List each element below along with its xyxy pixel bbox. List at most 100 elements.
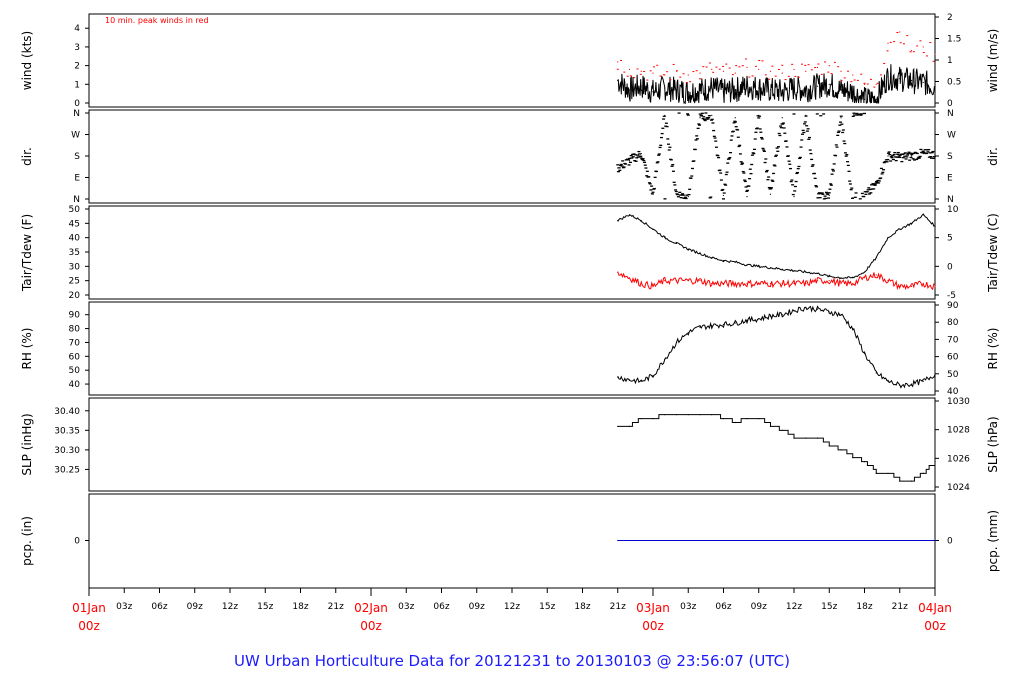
series-temp-1 [617,271,936,291]
data-point [934,53,936,55]
x-minor-label: 12z [504,602,520,612]
right-tick-label: 1.5 [947,35,961,45]
left-tick-label: E [74,174,80,184]
data-point [828,280,830,282]
right-tick-label: 1028 [947,426,970,436]
right-tick-label: 1 [947,56,953,66]
left-axis-label: SLP (inHg) [20,413,34,475]
data-point [699,280,701,282]
right-tick-label: 5 [947,234,953,244]
data-point [887,155,889,157]
data-point [840,117,842,119]
data-point [805,70,807,72]
data-point [652,72,654,74]
panel-temp: Tair/Tdew (F) Tair/Tdew (C)20253035404550… [20,205,1000,301]
data-point [910,383,913,385]
data-point [828,194,830,197]
data-point [687,196,689,198]
x-major-day-label: 01Jan [72,601,106,615]
x-major-day-label: 03Jan [636,601,670,615]
x-major-time-label: 00z [924,619,946,633]
data-point [734,72,736,74]
right-tick-label: 80 [947,318,959,328]
x-minor-label: 09z [469,602,485,612]
x-minor-label: 18z [856,602,872,612]
data-point [922,46,924,48]
right-axis-label: Tair/Tdew (C) [986,213,1000,293]
right-tick-label: 70 [947,335,959,345]
x-minor-label: 15z [821,602,837,612]
x-minor-label: 03z [398,602,414,612]
left-tick-label: 40 [69,380,81,390]
left-tick-label: 80 [69,325,81,335]
left-tick-label: 30 [69,262,81,272]
left-axis-label: pcp. (in) [20,516,34,566]
x-minor-label: 21z [892,602,908,612]
data-point [734,117,736,119]
left-tick-label: 90 [69,311,81,321]
data-point [687,74,689,76]
panel-pcp: pcp. (in) pcp. (mm) 0 0 [20,493,1000,589]
left-tick-label: 25 [69,277,80,287]
left-tick-label: 30.30 [54,446,80,456]
panel-wind: wind (kts) wind (m/s) 0 1 2 3 4 0 0.5 1 1.5 2 10 min… [20,13,1000,109]
right-tick-label: N [947,109,954,119]
series-slp-0 [617,414,936,482]
left-tick-label: 30.40 [54,407,80,417]
right-tick-label: 40 [947,387,959,397]
right-tick-label: N [947,195,954,205]
data-point [887,42,889,44]
data-point [722,194,725,197]
data-point [664,280,666,282]
x-minor-label: 12z [786,602,802,612]
right-tick-label: 1024 [947,483,970,493]
data-point [781,72,783,74]
data-point [863,83,866,85]
data-point [922,380,924,382]
left-tick-label: 40 [69,234,81,244]
data-point [910,50,913,52]
x-major-day-label: 04Jan [918,601,952,615]
data-point [746,66,748,69]
data-point [722,70,725,72]
series-line [617,64,936,105]
data-point [640,70,642,72]
data-point [910,155,913,157]
left-axis-label: Tair/Tdew (F) [20,214,34,292]
left-tick-label: 3 [74,43,80,53]
panel-rh: RH (%) RH (%) 40 50 60 70 80 90 40 50 60 70 80 90 [20,301,1000,397]
data-point [875,274,877,276]
left-tick-label: 20 [69,291,81,301]
series-temp-0 [617,213,936,280]
data-point [746,196,748,198]
right-tick-label: 2 [947,13,953,23]
right-tick-label: -5 [947,291,956,301]
right-axis-label: pcp. (mm) [986,510,1000,572]
x-minor-label: 21z [610,602,626,612]
data-point [781,117,783,119]
panel-frame [88,109,936,204]
right-tick-label: 90 [947,301,959,311]
data-point [828,83,830,85]
data-point [628,68,631,70]
data-point [769,193,772,195]
data-point [793,196,795,198]
right-tick-label: 0 [947,537,953,547]
series-rh-0 [617,305,936,389]
x-minor-label: 09z [187,602,203,612]
left-tick-label: 4 [74,24,80,34]
right-tick-label: 0 [947,262,953,272]
series-line [617,305,936,389]
x-minor-label: 21z [328,602,344,612]
right-tick-label: 10 [947,205,959,215]
left-tick-label: 35 [69,248,80,258]
peak-winds-note: 10 min. peak winds in red [105,16,209,25]
x-major-time-label: 00z [360,619,382,633]
right-axis-label: SLP (hPa) [986,416,1000,472]
left-axis-label: wind (kts) [20,31,34,90]
data-point [840,282,842,285]
data-point [899,31,901,33]
left-tick-label: 45 [69,219,80,229]
right-tick-label: 50 [947,370,959,380]
